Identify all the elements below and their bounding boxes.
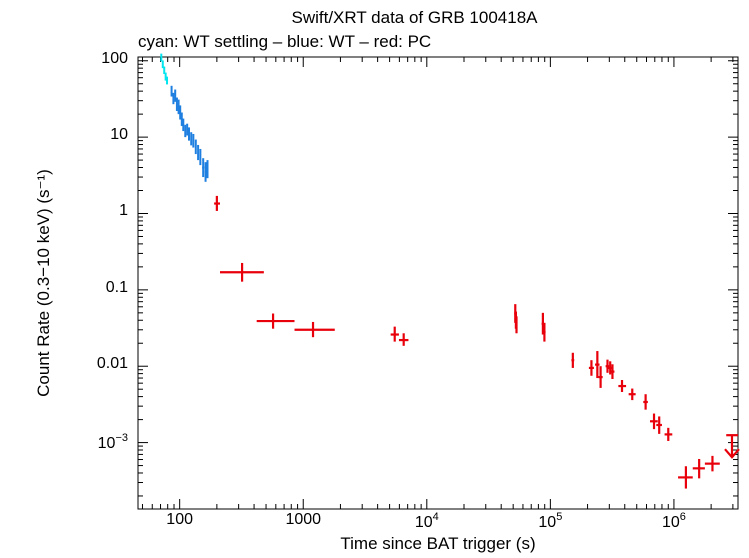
series-wt-settling — [160, 53, 169, 85]
y-tick-label: 10 — [68, 126, 128, 144]
x-tick-exponent: 6 — [679, 511, 686, 523]
data-point — [214, 195, 220, 211]
chart-subtitle: cyan: WT settling – blue: WT – red: PC — [138, 32, 432, 51]
y-tick-exponent: −3 — [115, 431, 128, 444]
y-axis-label: Count Rate (0.3−10 keV) (s⁻¹) — [34, 169, 53, 397]
x-tick-text: 10 — [661, 514, 680, 531]
y-tick-label: 1 — [68, 202, 128, 220]
data-point — [172, 92, 175, 105]
data-point — [256, 313, 295, 329]
data-point — [704, 455, 720, 472]
data-point — [664, 427, 673, 441]
y-tick-text: 10 — [110, 126, 128, 144]
x-tick-label: 1000 — [273, 511, 333, 529]
data-point — [628, 388, 636, 401]
data-point — [390, 326, 399, 342]
data-point — [194, 139, 197, 155]
data-point — [610, 364, 615, 380]
data-point — [571, 352, 575, 368]
data-point — [595, 351, 600, 379]
data-point — [649, 413, 658, 430]
data-point — [166, 76, 169, 85]
data-point — [170, 85, 173, 97]
data-point — [588, 360, 594, 376]
y-tick-text: 100 — [101, 49, 128, 67]
y-tick-text: 10 — [97, 434, 116, 452]
y-tick-label: 10−3 — [68, 432, 128, 453]
upper-limit — [724, 434, 740, 459]
data-point — [692, 458, 705, 479]
y-tick-label: 0.01 — [68, 355, 128, 373]
data-point — [294, 321, 335, 338]
data-point — [618, 380, 627, 392]
x-tick-text: 100 — [166, 511, 193, 528]
chart-title: Swift/XRT data of GRB 100418A — [291, 8, 538, 27]
x-tick-text: 1000 — [285, 511, 322, 528]
data-point — [186, 123, 189, 136]
data-point — [515, 316, 518, 334]
data-point — [179, 105, 182, 120]
y-tick-text: 0.01 — [96, 355, 128, 373]
series-wt — [170, 85, 209, 182]
data-point — [219, 262, 264, 282]
x-tick-text: 10 — [414, 514, 433, 531]
y-tick-text: 0.1 — [105, 278, 128, 296]
data-point — [180, 112, 183, 126]
data-point — [543, 322, 546, 342]
x-tick-label: 105 — [520, 511, 580, 532]
y-tick-label: 0.1 — [68, 279, 128, 297]
data-point — [643, 394, 648, 410]
data-point — [161, 60, 164, 69]
data-points — [160, 53, 740, 489]
data-point — [175, 97, 178, 111]
upper-limit-arrow — [724, 448, 740, 459]
x-axis-label: Time since BAT trigger (s) — [340, 534, 536, 553]
data-point — [678, 466, 693, 489]
plot-frame — [137, 56, 739, 510]
data-point — [202, 158, 205, 178]
y-tick-text: 1 — [119, 202, 128, 220]
data-point — [160, 53, 163, 62]
x-tick-exponent: 5 — [556, 511, 563, 523]
data-point — [182, 118, 185, 132]
data-point — [184, 124, 187, 138]
axis-ticks — [138, 57, 738, 509]
data-point — [190, 132, 193, 146]
data-point — [204, 162, 207, 182]
data-point — [598, 366, 603, 388]
x-tick-exponent: 4 — [432, 511, 439, 523]
data-point — [163, 66, 166, 75]
x-tick-label: 104 — [397, 511, 457, 532]
data-point — [206, 160, 209, 179]
y-tick-label: 100 — [68, 50, 128, 68]
x-tick-text: 10 — [538, 514, 557, 531]
data-point — [199, 148, 202, 166]
data-point — [177, 99, 180, 115]
data-point — [656, 416, 662, 434]
x-tick-label: 100 — [150, 511, 210, 529]
data-point — [197, 144, 200, 161]
data-point — [398, 333, 409, 346]
data-point — [188, 127, 191, 141]
data-point — [192, 133, 195, 148]
data-point — [605, 359, 610, 373]
data-point — [174, 89, 177, 102]
series-pc — [214, 195, 720, 489]
x-tick-label: 106 — [644, 511, 704, 532]
